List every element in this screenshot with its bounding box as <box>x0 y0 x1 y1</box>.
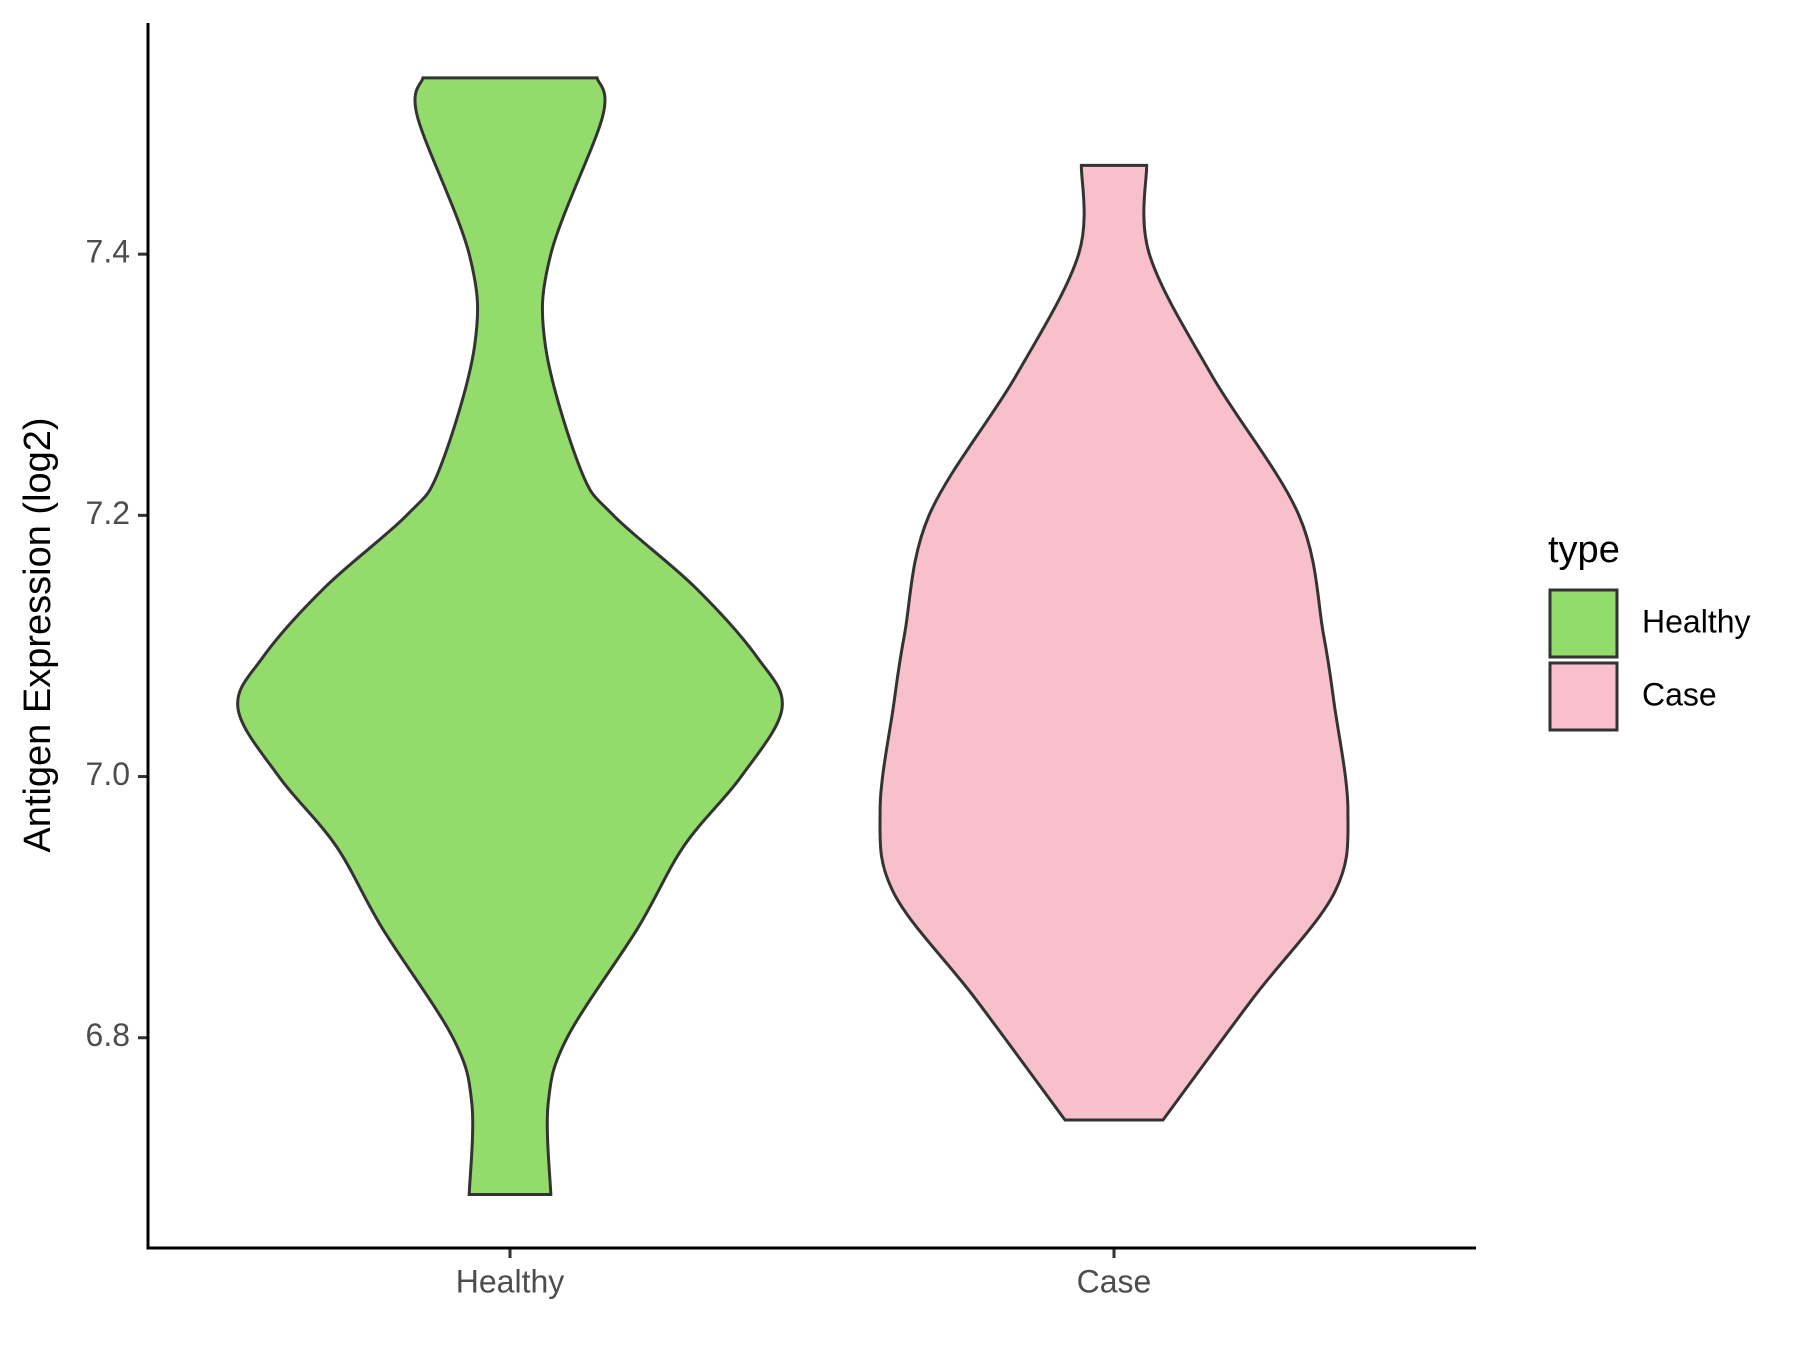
x-tick-label: Healthy <box>456 1263 565 1299</box>
x-tick-label: Case <box>1077 1263 1152 1299</box>
y-axis-label: Antigen Expression (log2) <box>17 417 59 852</box>
legend-label: Healthy <box>1642 603 1751 639</box>
violin <box>878 163 1350 1122</box>
legend-swatch <box>1548 661 1619 732</box>
y-tick-label: 6.8 <box>86 1017 130 1053</box>
y-tick-label: 7.4 <box>86 234 130 270</box>
y-tick-label: 7.2 <box>86 495 130 531</box>
legend-title: type <box>1548 529 1620 571</box>
legend-label: Case <box>1642 676 1717 712</box>
y-tick-label: 7.0 <box>86 756 130 792</box>
legend-swatch <box>1548 588 1619 659</box>
violin <box>236 76 784 1196</box>
